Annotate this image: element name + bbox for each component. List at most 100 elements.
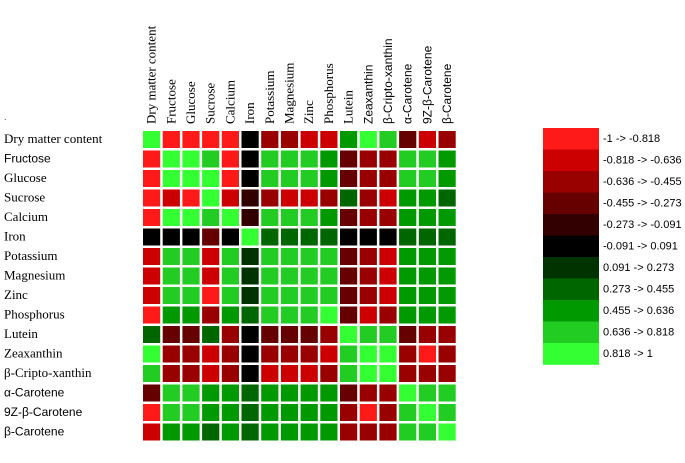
column-label: Potassium <box>262 71 277 124</box>
heatmap-cell <box>280 131 299 148</box>
heatmap-cell <box>379 267 397 285</box>
heatmap-cell <box>261 131 279 148</box>
heatmap-cell <box>182 248 200 265</box>
heatmap-cells <box>143 131 456 441</box>
column-label: β-Carotene <box>440 63 454 124</box>
heatmap-cell <box>340 150 358 168</box>
heatmap-cell <box>143 326 161 343</box>
heatmap-cell <box>399 384 417 402</box>
heatmap-cell <box>300 287 318 304</box>
heatmap-cell <box>280 345 299 363</box>
heatmap-cell <box>162 365 180 382</box>
heatmap-cell <box>182 209 200 226</box>
legend-label: -0.091 -> 0.091 <box>603 241 678 253</box>
heatmap-cell <box>221 228 239 246</box>
heatmap-cell <box>261 326 279 343</box>
heatmap-cell <box>261 170 279 187</box>
column-label: Zeaxanthin <box>361 65 375 124</box>
heatmap-cell <box>182 228 200 246</box>
heatmap-cell <box>182 267 200 285</box>
heatmap-cell <box>202 326 220 343</box>
legend-swatch <box>543 214 599 236</box>
heatmap-cell <box>340 170 358 187</box>
heatmap-cell <box>221 384 239 402</box>
heatmap-cell <box>320 404 338 421</box>
heatmap-cell <box>379 423 397 441</box>
heatmap-cell <box>241 248 259 265</box>
heatmap-cell <box>320 365 338 382</box>
heatmap-cell <box>261 287 279 304</box>
heatmap-cell <box>162 345 180 363</box>
row-labels: Dry matter content Fructose Glucose Sucrose… <box>4 131 103 439</box>
heatmap-cell <box>418 150 436 168</box>
heatmap-cell <box>261 404 279 421</box>
heatmap-cell <box>221 345 239 363</box>
heatmap-cell <box>399 326 417 343</box>
heatmap-cell <box>320 345 338 363</box>
heatmap-cell <box>300 326 318 343</box>
heatmap-cell <box>280 287 299 304</box>
column-label: Sucrose <box>203 83 218 124</box>
heatmap-cell <box>182 404 200 421</box>
legend-label: 0.455 -> 0.636 <box>603 305 674 317</box>
row-label: Glucose <box>4 170 47 185</box>
heatmap-cell <box>202 228 220 246</box>
heatmap-cell <box>182 287 200 304</box>
heatmap-cell <box>241 209 259 226</box>
heatmap-cell <box>143 287 161 304</box>
legend-swatch <box>543 278 599 301</box>
column-label: Iron <box>242 102 257 124</box>
heatmap-cell <box>143 384 161 402</box>
heatmap-cell <box>359 150 377 168</box>
heatmap-cell <box>418 248 436 265</box>
heatmap-cell <box>399 267 417 285</box>
heatmap-cell <box>320 306 338 324</box>
heatmap-cell <box>340 267 358 285</box>
heatmap-cell <box>418 267 436 285</box>
corner-mark: . <box>4 112 7 122</box>
heatmap-cell <box>418 228 436 246</box>
heatmap-cell <box>379 306 397 324</box>
heatmap-cell <box>359 404 377 421</box>
heatmap-cell <box>418 170 436 187</box>
heatmap-cell <box>320 287 338 304</box>
heatmap-cell <box>280 306 299 324</box>
heatmap-cell <box>300 267 318 285</box>
heatmap-cell <box>280 326 299 343</box>
heatmap-cell <box>379 287 397 304</box>
heatmap-cell <box>143 423 161 441</box>
heatmap-cell <box>261 228 279 246</box>
heatmap-cell <box>379 189 397 207</box>
heatmap-cell <box>202 404 220 421</box>
heatmap-cell <box>221 267 239 285</box>
heatmap-cell <box>340 306 358 324</box>
heatmap-cell <box>359 248 377 265</box>
legend-label: 0.091 -> 0.273 <box>603 262 674 274</box>
row-label: Zinc <box>4 287 28 302</box>
heatmap-cell <box>379 209 397 226</box>
column-label: Glucose <box>183 81 198 124</box>
heatmap-cell <box>399 345 417 363</box>
heatmap-cell <box>300 189 318 207</box>
legend-swatch <box>543 171 599 193</box>
heatmap-cell <box>182 150 200 168</box>
heatmap-cell <box>359 384 377 402</box>
heatmap-cell <box>399 228 417 246</box>
heatmap-cell <box>359 345 377 363</box>
heatmap-cell <box>143 345 161 363</box>
heatmap-cell <box>182 306 200 324</box>
heatmap-cell <box>379 131 397 148</box>
heatmap-cell <box>379 345 397 363</box>
row-label: Iron <box>4 229 26 244</box>
heatmap-cell <box>320 131 338 148</box>
heatmap-cell <box>241 170 259 187</box>
heatmap-cell <box>418 326 436 343</box>
legend-label: -1 -> -0.818 <box>603 133 660 145</box>
heatmap-cell <box>202 150 220 168</box>
heatmap-cell <box>261 345 279 363</box>
heatmap-cell <box>418 189 436 207</box>
row-label: Zeaxanthin <box>4 346 63 361</box>
column-label: β-Cripto-xanthin <box>381 38 395 124</box>
heatmap-cell <box>221 248 239 265</box>
